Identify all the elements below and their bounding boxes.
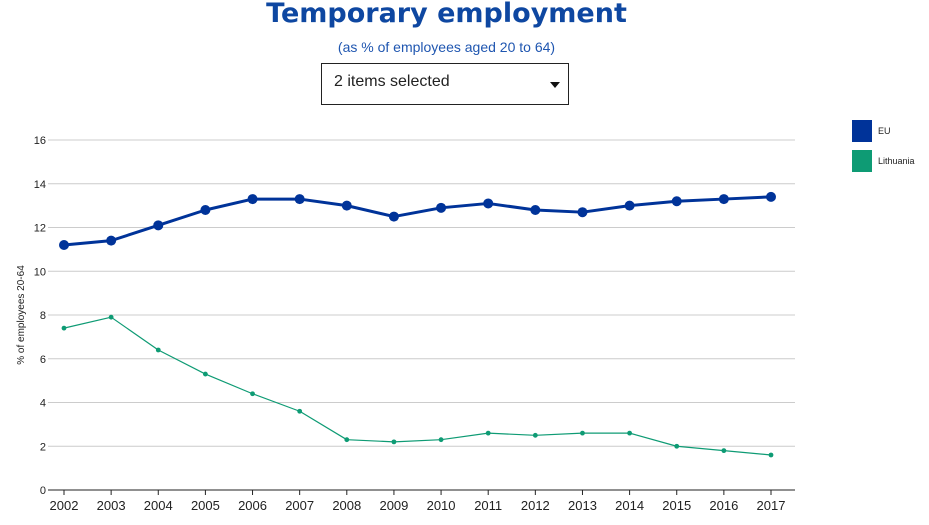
- data-point-lithuania: [485, 430, 491, 436]
- x-tick-label: 2014: [615, 498, 644, 513]
- legend-swatch: [852, 150, 872, 172]
- x-tick-label: 2009: [379, 498, 408, 513]
- legend-swatch: [852, 120, 872, 142]
- data-point-eu: [530, 205, 541, 215]
- data-point-eu: [766, 191, 776, 202]
- y-tick-label: 2: [40, 441, 46, 453]
- x-tick-label: 2012: [521, 498, 550, 513]
- chevron-down-icon: [550, 82, 560, 88]
- y-tick-label: 6: [40, 354, 46, 366]
- data-point-eu: [577, 207, 588, 218]
- x-tick-label: 2017: [757, 498, 786, 513]
- country-selector-value: 2 items selected: [334, 73, 450, 90]
- x-tick-label: 2016: [709, 498, 738, 513]
- data-point-eu: [718, 194, 729, 205]
- x-tick-label: 2015: [662, 498, 691, 513]
- x-tick-label: 2002: [50, 498, 79, 513]
- data-point-eu: [247, 194, 258, 205]
- x-tick-label: 2005: [191, 498, 220, 513]
- chart-subtitle: (as % of employees aged 20 to 64): [337, 39, 556, 55]
- data-point-lithuania: [155, 347, 161, 353]
- chart-title: Temporary employment: [266, 0, 627, 29]
- data-point-lithuania: [391, 439, 397, 445]
- y-tick-label: 12: [34, 223, 46, 235]
- legend-item-lithuania[interactable]: Lithuania: [852, 150, 929, 180]
- data-point-lithuania: [768, 452, 774, 458]
- data-point-lithuania: [61, 325, 67, 331]
- data-point-lithuania: [344, 437, 350, 443]
- data-point-eu: [624, 200, 635, 211]
- data-point-eu: [436, 202, 447, 213]
- data-point-eu: [341, 200, 352, 211]
- series-line-lithuania: [63, 316, 772, 456]
- y-tick-label: 8: [40, 310, 46, 322]
- data-point-lithuania: [580, 430, 585, 436]
- legend: EU Lithuania: [852, 120, 929, 180]
- data-point-eu: [483, 198, 494, 209]
- y-tick-label: 10: [34, 266, 46, 278]
- y-tick-label: 4: [40, 398, 46, 410]
- series-line-eu: [63, 195, 772, 247]
- data-point-lithuania: [250, 391, 255, 397]
- data-point-lithuania: [108, 314, 114, 320]
- data-point-eu: [59, 240, 69, 250]
- y-axis-label: % of employees 20-64: [16, 265, 27, 365]
- x-tick-label: 2008: [332, 498, 361, 513]
- data-point-eu: [200, 205, 211, 215]
- data-point-eu: [294, 194, 305, 205]
- data-point-lithuania: [721, 448, 727, 454]
- data-point-lithuania: [203, 371, 208, 377]
- data-point-eu: [388, 211, 399, 222]
- data-point-lithuania: [532, 432, 538, 438]
- legend-item-eu[interactable]: EU: [852, 120, 929, 150]
- data-point-lithuania: [438, 437, 444, 443]
- x-tick-label: 2004: [144, 498, 173, 513]
- x-tick-label: 2013: [568, 498, 597, 513]
- country-selector[interactable]: 2 items selected: [321, 63, 569, 105]
- data-point-eu: [671, 196, 682, 207]
- data-point-lithuania: [627, 430, 632, 436]
- data-point-lithuania: [297, 408, 303, 414]
- x-tick-label: 2011: [474, 498, 502, 513]
- data-point-lithuania: [674, 443, 680, 449]
- x-tick-label: 2007: [285, 498, 314, 513]
- y-tick-label: 14: [34, 179, 46, 191]
- x-tick-label: 2006: [238, 498, 267, 513]
- legend-label: Lithuania: [878, 156, 915, 166]
- data-point-eu: [153, 220, 164, 231]
- y-tick-label: 16: [34, 135, 46, 147]
- data-point-eu: [106, 235, 117, 246]
- y-tick-label: 0: [40, 485, 46, 497]
- x-tick-label: 2003: [97, 498, 126, 513]
- x-tick-label: 2010: [427, 498, 456, 513]
- legend-label: EU: [878, 126, 891, 136]
